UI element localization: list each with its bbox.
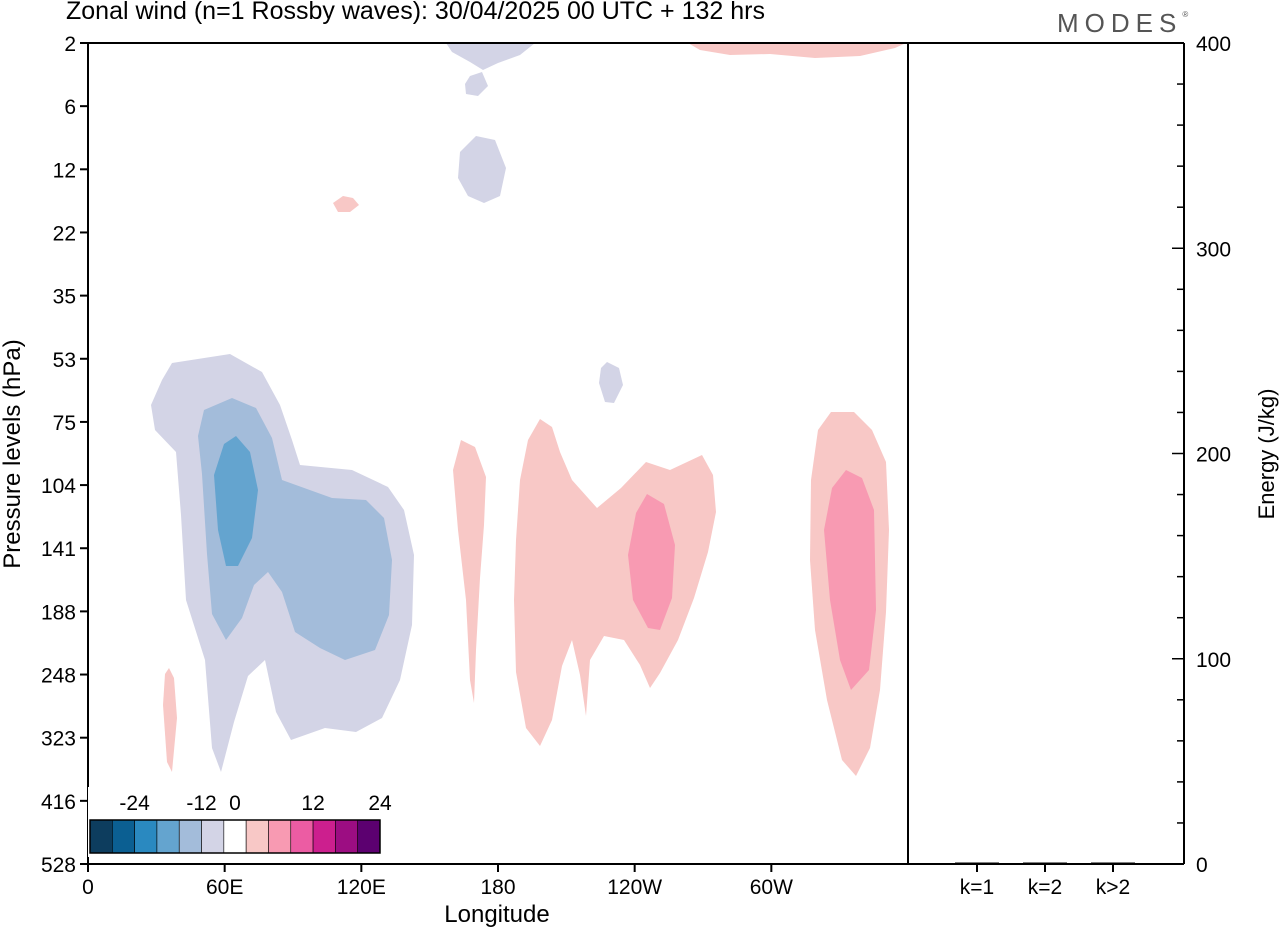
y-tick-label: 141 [41,538,76,561]
contour-pos-top [688,43,906,58]
brand-text: MODES [1057,8,1183,38]
energy-tick-label: 300 [1196,238,1231,261]
colorbar-swatch [156,819,180,854]
registered-mark: ® [1182,10,1189,19]
energy-bar [1023,862,1067,864]
energy-tick-label: 100 [1196,649,1231,672]
colorbar-swatch [312,819,336,854]
contour-pos-pacific [514,419,716,746]
x-tick-label: 60E [206,876,243,899]
contour-pos-small-west [163,668,177,772]
contour-pos-atlantic-core [824,470,876,690]
x-tick-label: 120E [337,876,386,899]
colorbar-swatch [335,819,358,854]
energy-bar [1091,862,1135,864]
energy-bar [955,862,999,864]
y-tick-label: 22 [53,222,76,245]
y-axis-ticks: 2 6 12 22 35 53 75 104 141 188 248 323 416 528 [41,33,88,877]
energy-category-label: k=1 [960,876,994,899]
contour-neg-strat-2 [465,72,488,96]
energy-axis-label: Energy (J/kg) [1254,389,1279,520]
x-tick-label: 60W [750,876,793,899]
colorbar-label: 0 [229,792,241,815]
y-tick-label: 416 [41,791,76,814]
chart-title: Zonal wind (n=1 Rossby waves): 30/04/202… [66,0,765,25]
contour-neg-small-pacific [599,362,623,403]
y-tick-label: 248 [41,665,76,688]
colorbar-swatch [268,819,292,854]
y-tick-label: 12 [53,159,76,182]
y-tick-label: 528 [41,854,76,877]
y-tick-label: 2 [64,33,76,56]
y-tick-label: 35 [53,286,76,309]
colorbar-swatch [223,819,247,854]
y-tick-label: 75 [53,412,76,435]
x-tick-label: 180 [480,876,515,899]
x-tick-label: 0 [82,876,94,899]
contour-pos-thin [453,440,486,703]
y-tick-label: 104 [41,475,76,498]
y-axis-label: Pressure levels (hPa) [0,339,26,568]
x-tick-label: 120W [607,876,662,899]
colorbar-label: 12 [301,792,324,815]
colorbar: -24 -12 0 12 24 [88,787,392,857]
colorbar-label: 24 [368,792,392,815]
x-axis-label: Longitude [444,901,549,928]
contour-neg-strat-1 [458,136,506,203]
energy-tick-label: 200 [1196,444,1231,467]
energy-tick-label: 0 [1196,854,1208,877]
contour-field [151,43,906,776]
contour-neg-core [214,436,258,566]
energy-tick-label: 400 [1196,33,1231,56]
y-tick-label: 6 [64,96,76,119]
colorbar-swatch [134,819,158,854]
contour-neg-top [446,43,535,70]
energy-category-label: k=2 [1028,876,1062,899]
contour-pos-small-strat [333,196,359,212]
colorbar-swatch [112,819,135,854]
colorbar-swatch [357,819,381,854]
energy-category-label: k>2 [1096,876,1130,899]
y-tick-label: 323 [41,728,76,751]
colorbar-swatch [89,819,113,854]
modes-logo: MODES® [1057,8,1188,39]
colorbar-swatch [245,819,269,854]
colorbar-swatch [178,819,202,854]
y-tick-label: 53 [53,349,76,372]
colorbar-swatch [201,819,225,854]
x-axis-ticks: 0 60E 120E 180 120W 60W [82,864,793,899]
energy-axis-ticks: 0 100 200 300 400 [1172,33,1231,877]
colorbar-border [89,819,381,854]
colorbar-swatch [290,819,314,854]
contour-pos-pacific-core [628,494,675,630]
y-tick-label: 188 [41,601,76,624]
energy-bars: k=1 k=2 k>2 [955,862,1135,899]
colorbar-label: -12 [186,792,216,815]
colorbar-label: -24 [119,792,150,815]
